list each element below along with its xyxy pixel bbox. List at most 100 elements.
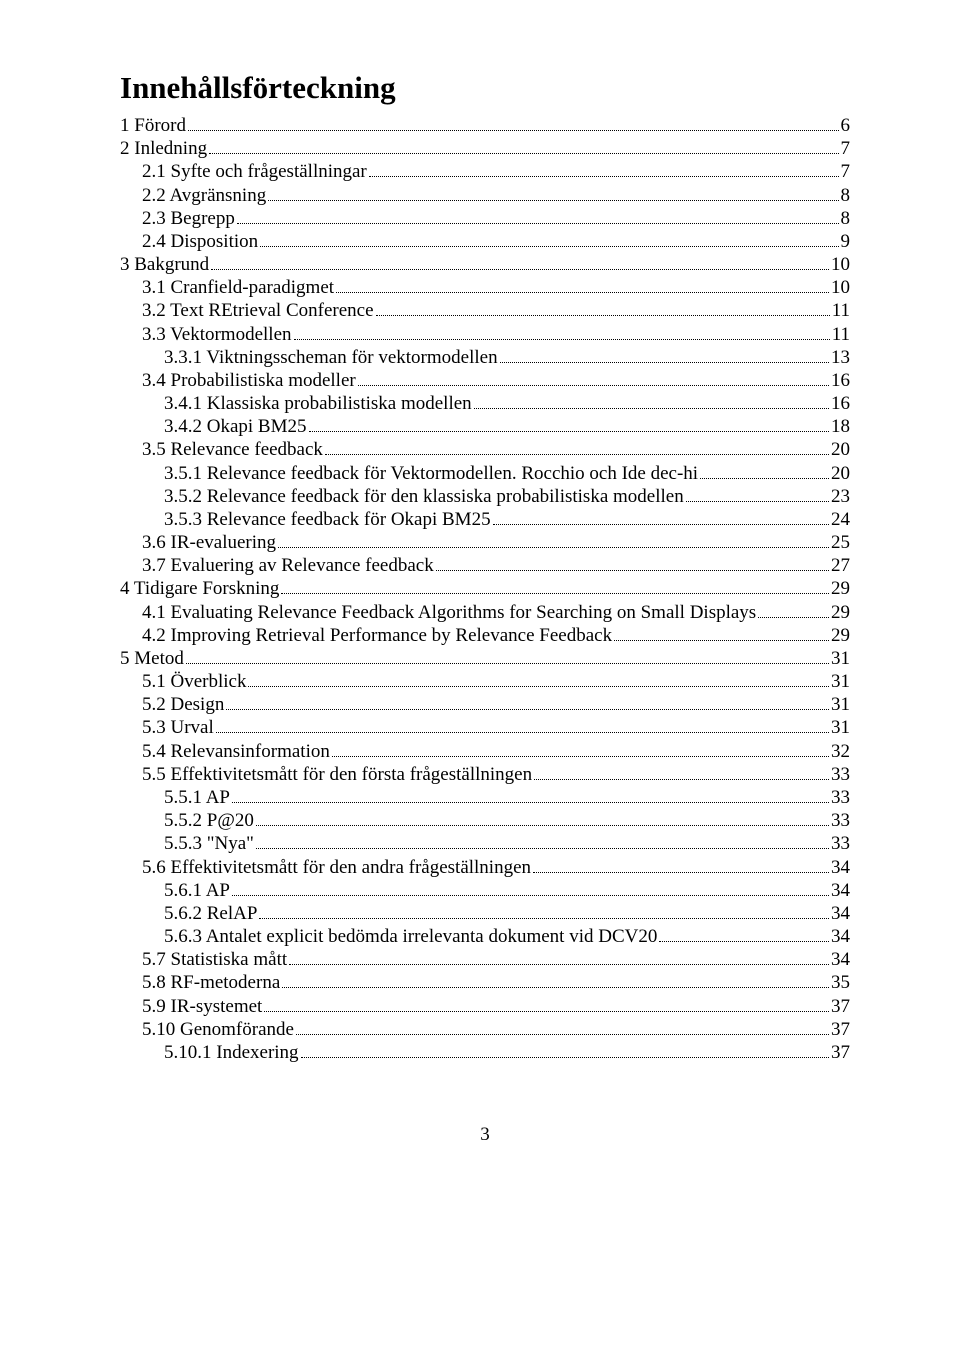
toc-leader-dots <box>268 184 838 200</box>
toc-entry-label: 4.1 Evaluating Relevance Feedback Algori… <box>142 601 756 624</box>
toc-entry: 2.4 Disposition 9 <box>120 230 850 253</box>
toc-entry-label: 5 Metod <box>120 647 184 670</box>
toc-entry-page: 7 <box>841 160 851 183</box>
toc-leader-dots <box>500 347 829 363</box>
toc-entry: 5.7 Statistiska mått34 <box>120 948 850 971</box>
toc-entry-label: 5.6 Effektivitetsmått för den andra fråg… <box>142 856 531 879</box>
toc-entry-label: 5.6.1 AP <box>164 879 230 902</box>
toc-entry-label: 3.5.3 Relevance feedback för Okapi BM25 <box>164 508 491 531</box>
toc-entry-page: 31 <box>831 647 850 670</box>
toc-entry: 3.7 Evaluering av Relevance feedback27 <box>120 554 850 577</box>
toc-entry-label: 5.5.1 AP <box>164 786 230 809</box>
toc-entry-label: 2.4 Disposition <box>142 230 258 253</box>
toc-entry-label: 4 Tidigare Forskning <box>120 577 279 600</box>
toc-entry-page: 35 <box>831 971 850 994</box>
toc-entry-label: 3.6 IR-evaluering <box>142 531 276 554</box>
toc-entry-page: 25 <box>831 531 850 554</box>
toc-entry-page: 9 <box>841 230 851 253</box>
toc-entry-page: 16 <box>831 392 850 415</box>
toc-entry-page: 37 <box>831 995 850 1018</box>
toc-entry-page: 33 <box>831 809 850 832</box>
toc-entry-label: 5.2 Design <box>142 693 224 716</box>
toc-entry-label: 3.4.1 Klassiska probabilistiska modellen <box>164 392 472 415</box>
toc-entry-page: 24 <box>831 508 850 531</box>
toc-entry: 3.5 Relevance feedback 20 <box>120 438 850 461</box>
toc-entry: 5.8 RF-metoderna 35 <box>120 971 850 994</box>
toc-leader-dots <box>358 370 829 386</box>
toc-entry-page: 34 <box>831 925 850 948</box>
toc-leader-dots <box>226 694 829 710</box>
toc-entry-page: 37 <box>831 1041 850 1064</box>
toc-entry-page: 37 <box>831 1018 850 1041</box>
toc-entry: 4.1 Evaluating Relevance Feedback Algori… <box>120 601 850 624</box>
toc-entry: 5.9 IR-systemet 37 <box>120 995 850 1018</box>
toc-entry-page: 16 <box>831 369 850 392</box>
toc-entry: 5.4 Relevansinformation32 <box>120 740 850 763</box>
toc-entry-page: 31 <box>831 670 850 693</box>
toc-entry: 5.6.3 Antalet explicit bedömda irrelevan… <box>120 925 850 948</box>
toc-entry-label: 2.1 Syfte och frågeställningar <box>142 160 367 183</box>
toc-entry-label: 3.5 Relevance feedback <box>142 438 323 461</box>
toc-leader-dots <box>436 555 829 571</box>
toc-leader-dots <box>289 949 829 965</box>
toc-leader-dots <box>211 254 829 270</box>
toc-leader-dots <box>296 1019 829 1035</box>
toc-entry: 5.3 Urval31 <box>120 716 850 739</box>
toc-entry-label: 2 Inledning <box>120 137 207 160</box>
toc-leader-dots <box>336 277 829 293</box>
toc-entry-page: 29 <box>831 577 850 600</box>
toc-entry: 5.6.1 AP34 <box>120 879 850 902</box>
toc-entry-label: 3.1 Cranfield-paradigmet <box>142 276 334 299</box>
toc-entry-page: 20 <box>831 438 850 461</box>
toc-entry-page: 34 <box>831 856 850 879</box>
toc-entry-label: 3.7 Evaluering av Relevance feedback <box>142 554 434 577</box>
toc-entry-label: 5.10 Genomförande <box>142 1018 294 1041</box>
toc-entry: 5.5 Effektivitetsmått för den första frå… <box>120 763 850 786</box>
toc-entry: 2.1 Syfte och frågeställningar 7 <box>120 160 850 183</box>
toc-entry: 3.5.1 Relevance feedback för Vektormodel… <box>120 462 850 485</box>
toc-entry: 5.6.2 RelAP34 <box>120 902 850 925</box>
toc-entry: 2.3 Begrepp8 <box>120 207 850 230</box>
toc-leader-dots <box>259 903 829 919</box>
toc-entry: 5.2 Design 31 <box>120 693 850 716</box>
toc-leader-dots <box>309 416 830 432</box>
toc-leader-dots <box>281 578 829 594</box>
toc-leader-dots <box>216 717 829 733</box>
toc-entry: 3.4.2 Okapi BM2518 <box>120 415 850 438</box>
toc-entry-label: 3.3 Vektormodellen <box>142 323 292 346</box>
toc-leader-dots <box>237 208 839 224</box>
toc-entry: 5.6 Effektivitetsmått för den andra fråg… <box>120 856 850 879</box>
toc-entry-page: 20 <box>831 462 850 485</box>
toc-entry-label: 5.8 RF-metoderna <box>142 971 280 994</box>
toc-entry-label: 3.4.2 Okapi BM25 <box>164 415 307 438</box>
toc-entry-label: 2.2 Avgränsning <box>142 184 266 207</box>
toc-entry-page: 23 <box>831 485 850 508</box>
toc-entry-page: 10 <box>831 276 850 299</box>
toc-entry-label: 5.10.1 Indexering <box>164 1041 299 1064</box>
page-number: 3 <box>120 1124 850 1146</box>
toc-leader-dots <box>369 161 839 177</box>
toc-leader-dots <box>256 833 829 849</box>
toc-entry: 5.10.1 Indexering 37 <box>120 1041 850 1064</box>
toc-entry-page: 11 <box>832 299 850 322</box>
toc-entry: 1 Förord6 <box>120 114 850 137</box>
toc-entry-label: 5.7 Statistiska mått <box>142 948 287 971</box>
toc-entry: 3.3.1 Viktningsscheman för vektormodelle… <box>120 346 850 369</box>
toc-entry: 3.3 Vektormodellen11 <box>120 323 850 346</box>
toc-entry: 3.5.2 Relevance feedback för den klassis… <box>120 485 850 508</box>
toc-entry: 4 Tidigare Forskning 29 <box>120 577 850 600</box>
toc-entry: 5.10 Genomförande 37 <box>120 1018 850 1041</box>
toc-entry-page: 34 <box>831 902 850 925</box>
toc-entry-page: 8 <box>841 207 851 230</box>
toc-entry: 4.2 Improving Retrieval Performance by R… <box>120 624 850 647</box>
toc-leader-dots <box>534 764 829 780</box>
toc-entry-page: 10 <box>831 253 850 276</box>
toc-leader-dots <box>700 462 829 478</box>
toc-entry-label: 4.2 Improving Retrieval Performance by R… <box>142 624 612 647</box>
toc-leader-dots <box>493 509 829 525</box>
toc-entry-page: 31 <box>831 693 850 716</box>
toc-entry-label: 5.6.3 Antalet explicit bedömda irrelevan… <box>164 925 657 948</box>
toc-entry-label: 5.9 IR-systemet <box>142 995 262 1018</box>
toc-leader-dots <box>294 323 830 339</box>
toc-leader-dots <box>260 231 838 247</box>
